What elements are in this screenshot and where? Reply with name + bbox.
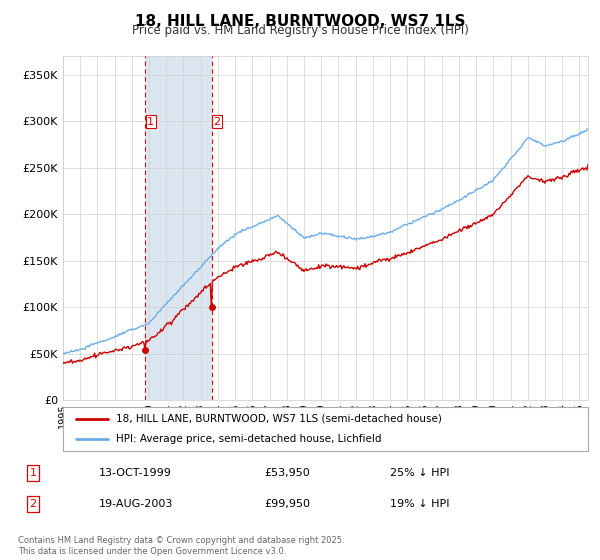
Text: 18, HILL LANE, BURNTWOOD, WS7 1LS: 18, HILL LANE, BURNTWOOD, WS7 1LS (135, 14, 465, 29)
FancyBboxPatch shape (63, 407, 588, 451)
Text: 18, HILL LANE, BURNTWOOD, WS7 1LS (semi-detached house): 18, HILL LANE, BURNTWOOD, WS7 1LS (semi-… (115, 414, 442, 424)
Text: 19% ↓ HPI: 19% ↓ HPI (390, 499, 449, 509)
Text: 19-AUG-2003: 19-AUG-2003 (99, 499, 173, 509)
Text: 25% ↓ HPI: 25% ↓ HPI (390, 468, 449, 478)
Text: HPI: Average price, semi-detached house, Lichfield: HPI: Average price, semi-detached house,… (115, 434, 381, 444)
Text: Contains HM Land Registry data © Crown copyright and database right 2025.
This d: Contains HM Land Registry data © Crown c… (18, 536, 344, 556)
Text: 2: 2 (213, 116, 220, 127)
Text: 1: 1 (29, 468, 37, 478)
Text: Price paid vs. HM Land Registry's House Price Index (HPI): Price paid vs. HM Land Registry's House … (131, 24, 469, 37)
Bar (145, 56, 212, 400)
Text: 1: 1 (147, 116, 154, 127)
Text: £53,950: £53,950 (264, 468, 310, 478)
Text: 2: 2 (29, 499, 37, 509)
Text: 13-OCT-1999: 13-OCT-1999 (99, 468, 172, 478)
Text: £99,950: £99,950 (264, 499, 310, 509)
